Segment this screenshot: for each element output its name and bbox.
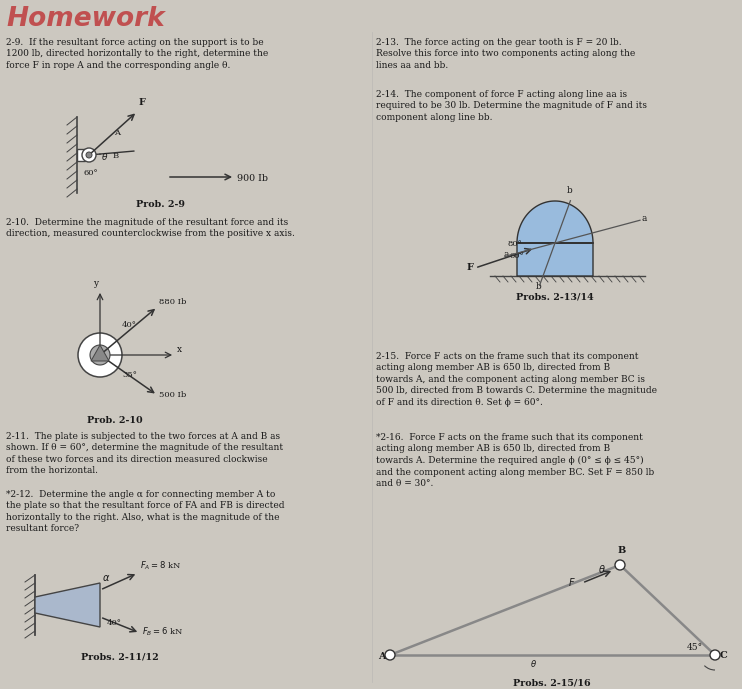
Text: $F_B = 6$ kN: $F_B = 6$ kN bbox=[142, 626, 183, 639]
Text: Homework: Homework bbox=[6, 6, 165, 32]
Text: 80°: 80° bbox=[507, 240, 522, 248]
Text: *2-16.  Force F acts on the frame such that its component
acting along member AB: *2-16. Force F acts on the frame such th… bbox=[376, 433, 654, 488]
Text: 60°: 60° bbox=[510, 252, 525, 260]
Circle shape bbox=[82, 148, 96, 162]
Text: F: F bbox=[138, 98, 145, 107]
Text: 500 Ib: 500 Ib bbox=[160, 391, 186, 399]
Circle shape bbox=[78, 333, 122, 377]
Text: $F_A = 8$ kN: $F_A = 8$ kN bbox=[140, 560, 181, 573]
Text: 45°: 45° bbox=[687, 643, 703, 652]
Circle shape bbox=[615, 560, 625, 570]
Text: 2-9.  If the resultant force acting on the support is to be
1200 lb, directed ho: 2-9. If the resultant force acting on th… bbox=[6, 38, 269, 70]
Circle shape bbox=[86, 152, 92, 158]
Text: F: F bbox=[467, 263, 474, 272]
Text: B: B bbox=[113, 152, 119, 160]
Text: $\theta$: $\theta$ bbox=[101, 151, 108, 162]
Text: C: C bbox=[720, 651, 728, 660]
Text: 2-14.  The component of force F acting along line aa is
required to be 30 lb. De: 2-14. The component of force F acting al… bbox=[376, 90, 647, 122]
Circle shape bbox=[710, 650, 720, 660]
Text: 40°: 40° bbox=[107, 619, 122, 627]
Text: Prob. 2-10: Prob. 2-10 bbox=[88, 416, 142, 425]
Circle shape bbox=[90, 345, 110, 365]
Text: 2-13.  The force acting on the gear tooth is F = 20 lb.
Resolve this force into : 2-13. The force acting on the gear tooth… bbox=[376, 38, 635, 70]
Text: Prob. 2-9: Prob. 2-9 bbox=[136, 200, 185, 209]
Text: x: x bbox=[177, 345, 182, 354]
Text: A: A bbox=[114, 129, 120, 137]
Polygon shape bbox=[35, 583, 100, 627]
Text: a: a bbox=[503, 250, 508, 259]
Text: 35°: 35° bbox=[122, 371, 137, 379]
FancyBboxPatch shape bbox=[77, 149, 85, 161]
Text: y: y bbox=[93, 279, 98, 288]
Text: $\theta$: $\theta$ bbox=[530, 658, 537, 669]
Text: B: B bbox=[618, 546, 626, 555]
Text: 2-10.  Determine the magnitude of the resultant force and its
direction, measure: 2-10. Determine the magnitude of the res… bbox=[6, 218, 295, 238]
Text: $F$: $F$ bbox=[568, 576, 576, 588]
Text: $\theta$: $\theta$ bbox=[598, 563, 605, 575]
Text: b: b bbox=[536, 282, 542, 291]
Text: A: A bbox=[378, 652, 386, 661]
Text: 900 Ib: 900 Ib bbox=[237, 174, 268, 183]
Text: a: a bbox=[641, 214, 646, 223]
Polygon shape bbox=[517, 201, 593, 276]
Text: $\alpha$: $\alpha$ bbox=[102, 573, 111, 583]
Text: Probs. 2-13/14: Probs. 2-13/14 bbox=[516, 293, 594, 302]
Text: Probs. 2-15/16: Probs. 2-15/16 bbox=[513, 678, 591, 687]
Text: b: b bbox=[566, 186, 572, 195]
Text: 60°: 60° bbox=[83, 169, 98, 177]
Text: 880 Ib: 880 Ib bbox=[160, 298, 187, 306]
Text: *2-12.  Determine the angle α for connecting member A to
the plate so that the r: *2-12. Determine the angle α for connect… bbox=[6, 490, 284, 533]
Polygon shape bbox=[91, 345, 109, 361]
Text: 2-15.  Force F acts on the frame such that its component
acting along member AB : 2-15. Force F acts on the frame such tha… bbox=[376, 352, 657, 407]
Text: Probs. 2-11/12: Probs. 2-11/12 bbox=[81, 653, 159, 662]
Text: 40°: 40° bbox=[122, 321, 137, 329]
Text: 2-11.  The plate is subjected to the two forces at A and B as
shown. If θ = 60°,: 2-11. The plate is subjected to the two … bbox=[6, 432, 283, 475]
Circle shape bbox=[385, 650, 395, 660]
